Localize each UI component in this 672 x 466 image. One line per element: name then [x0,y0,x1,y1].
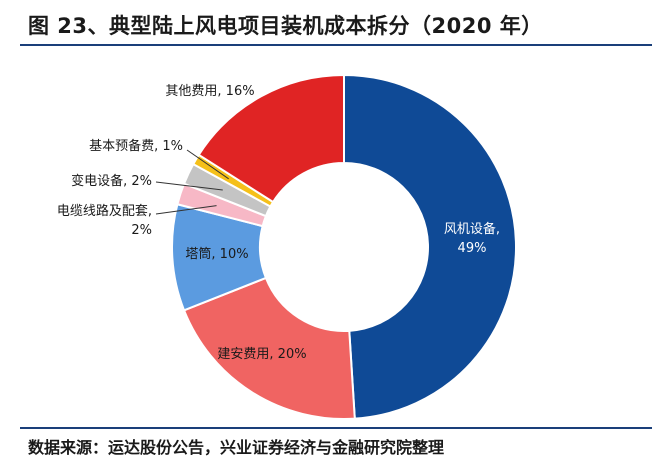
data-label-1: 风机设备, 49% [444,221,500,256]
data-label-3: 塔筒, 10% [185,246,248,262]
source-note: 数据来源：运达股份公告，兴业证券经济与金融研究院整理 [28,438,445,457]
slices-group [171,73,518,420]
source-rule [20,427,652,429]
slice-1 [343,73,518,420]
title-rule [20,44,652,46]
leader-line-5 [155,181,223,191]
chart-title: 图 23、典型陆上风电项目装机成本拆分（2020 年） [28,14,543,38]
labels-group: 风机设备, 49% 建安费用, 20% 塔筒, 10% 电缆线路及配套, 2% 变电设备, … [57,84,500,362]
slice-7 [197,73,345,204]
leader-line-4 [155,205,217,215]
leader-lines-group [155,149,229,215]
data-label-4: 电缆线路及配套, 2% [57,203,152,238]
leader-line-6 [186,149,229,180]
data-label-2: 建安费用, 20% [217,347,306,362]
data-label-7: 其他费用, 16% [165,84,254,99]
data-label-5: 变电设备, 2% [71,173,152,189]
data-label-6: 基本预备费, 1% [89,138,183,154]
slice-2 [182,276,356,420]
